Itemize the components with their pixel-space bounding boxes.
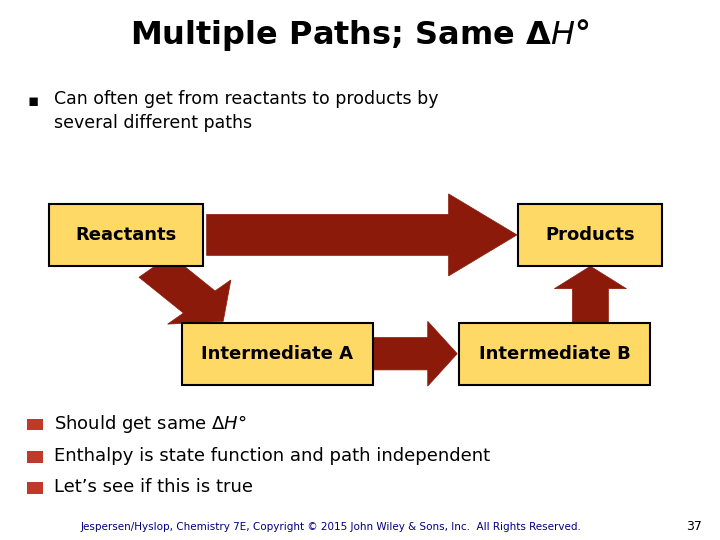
FancyBboxPatch shape	[27, 418, 43, 430]
FancyBboxPatch shape	[27, 482, 43, 494]
FancyBboxPatch shape	[459, 322, 649, 384]
Text: Products: Products	[546, 226, 635, 244]
Text: Intermediate A: Intermediate A	[201, 345, 354, 363]
Text: Can often get from reactants to products by
several different paths: Can often get from reactants to products…	[54, 90, 438, 132]
Text: Let’s see if this is true: Let’s see if this is true	[54, 478, 253, 496]
FancyBboxPatch shape	[27, 451, 43, 463]
Polygon shape	[373, 321, 457, 386]
Text: Jespersen/Hyslop, Chemistry 7E, Copyright © 2015 John Wiley & Sons, Inc.  All Ri: Jespersen/Hyslop, Chemistry 7E, Copyrigh…	[81, 522, 582, 531]
Text: Reactants: Reactants	[76, 226, 176, 244]
FancyBboxPatch shape	[48, 204, 203, 266]
Text: 37: 37	[686, 520, 702, 533]
Polygon shape	[554, 266, 626, 322]
Text: Enthalpy is state function and path independent: Enthalpy is state function and path inde…	[54, 447, 490, 465]
Polygon shape	[207, 194, 517, 276]
Text: ▪: ▪	[27, 92, 39, 110]
Text: Multiple Paths; Same $\mathbf{\Delta}$$\mathit{H}$°: Multiple Paths; Same $\mathbf{\Delta}$$\…	[130, 17, 590, 53]
FancyBboxPatch shape	[518, 204, 662, 266]
Polygon shape	[139, 255, 231, 324]
Text: Intermediate B: Intermediate B	[479, 345, 630, 363]
Text: Should get same $\Delta\mathit{H}$°: Should get same $\Delta\mathit{H}$°	[54, 413, 247, 435]
FancyBboxPatch shape	[181, 322, 373, 384]
